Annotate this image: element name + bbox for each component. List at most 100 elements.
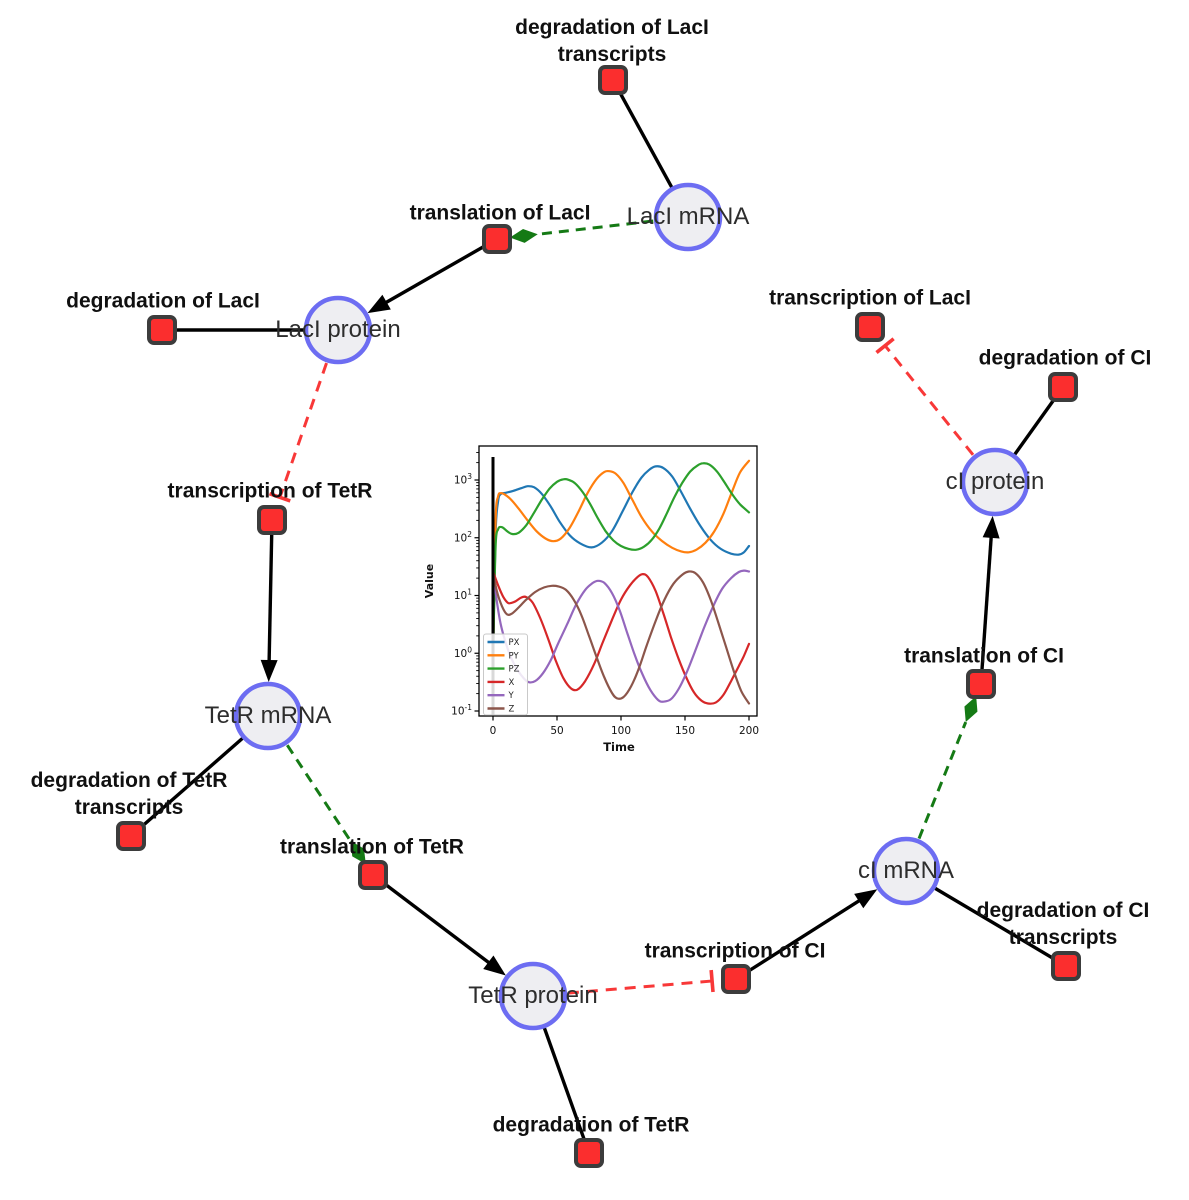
reaction-label-transcription-of-laci: transcription of LacI bbox=[769, 285, 971, 312]
series-Y bbox=[491, 569, 751, 703]
series-X bbox=[491, 570, 751, 705]
series-PY bbox=[492, 459, 751, 645]
arrowhead bbox=[367, 294, 391, 314]
reaction-node-translation-of-ci[interactable] bbox=[966, 669, 996, 699]
arrowhead bbox=[260, 659, 278, 683]
species-node-ci-protein[interactable] bbox=[960, 447, 1030, 517]
label-line: transcripts bbox=[557, 43, 667, 66]
reaction-label-degradation-of-ci-transcripts: degradation of CI transcripts bbox=[977, 897, 1150, 951]
label-line: degradation of LacI bbox=[515, 16, 709, 39]
inhibitor-bar bbox=[268, 492, 291, 503]
x-tick-label: 100 bbox=[611, 725, 631, 737]
label-line: cI protein bbox=[945, 468, 1045, 495]
y-axis: 10-1 100 101 102 103 Value bbox=[423, 451, 479, 718]
y-tick-label: 103 bbox=[454, 472, 472, 487]
edge-translation-of-tetr-to-tetr-protein bbox=[371, 873, 506, 976]
x-tick-label: 0 bbox=[490, 725, 497, 737]
reaction-label-translation-of-laci: translation of LacI bbox=[410, 200, 591, 227]
reaction-node-degradation-of-tetr-transcripts[interactable] bbox=[116, 821, 146, 851]
legend-label-Z: Z bbox=[509, 705, 515, 715]
y-tick-label: 10-1 bbox=[451, 703, 472, 718]
label-line: degradation of CI bbox=[978, 346, 1152, 370]
series-PX bbox=[492, 465, 751, 645]
edge-laci-mrna-to-degradation-of-laci-transcripts bbox=[611, 79, 674, 188]
species-node-laci-mrna[interactable] bbox=[653, 182, 723, 252]
label-line: TetR mRNA bbox=[204, 702, 332, 729]
inhibitor-bar bbox=[875, 337, 895, 354]
reaction-label-transcription-of-tetr: transcription of TetR bbox=[168, 478, 373, 505]
reaction-node-degradation-of-ci-transcripts[interactable] bbox=[1051, 951, 1081, 981]
reaction-label-degradation-of-laci-transcripts: degradation of LacI transcripts bbox=[515, 14, 709, 68]
species-label-laci-protein: LacI protein bbox=[275, 316, 400, 344]
label-line: translation of LacI bbox=[409, 201, 591, 225]
reaction-node-degradation-of-ci[interactable] bbox=[1048, 372, 1078, 402]
species-node-ci-mrna[interactable] bbox=[871, 836, 941, 906]
species-label-tetr-protein: TetR protein bbox=[468, 982, 597, 1010]
x-axis-title: Time bbox=[603, 740, 635, 754]
reaction-label-degradation-of-tetr: degradation of TetR bbox=[493, 1112, 690, 1139]
reaction-node-translation-of-tetr[interactable] bbox=[358, 860, 388, 890]
species-label-ci-protein: cI protein bbox=[946, 468, 1045, 496]
reaction-label-transcription-of-ci: transcription of CI bbox=[645, 938, 826, 965]
y-axis-title: Value bbox=[423, 564, 436, 598]
label-line: cI mRNA bbox=[858, 857, 954, 884]
reaction-node-degradation-of-laci[interactable] bbox=[147, 315, 177, 345]
edge-tetr-protein-to-degradation-of-tetr bbox=[542, 1027, 591, 1154]
arrowhead bbox=[982, 515, 1000, 539]
species-label-tetr-mrna: TetR mRNA bbox=[205, 702, 332, 730]
species-label-laci-mrna: LacI mRNA bbox=[627, 203, 750, 231]
edge-transcription-of-ci-to-ci-mrna bbox=[735, 889, 878, 981]
species-node-tetr-protein[interactable] bbox=[498, 961, 568, 1031]
edge-translation-of-laci-to-laci-protein bbox=[367, 237, 498, 314]
label-line: transcription of CI bbox=[644, 939, 826, 963]
y-tick-label: 102 bbox=[454, 530, 472, 545]
label-line: degradation of CI bbox=[976, 899, 1150, 922]
modifier-diamond bbox=[509, 228, 538, 243]
label-line: degradation of LacI bbox=[66, 289, 260, 313]
series-Z bbox=[491, 570, 751, 705]
reaction-label-translation-of-tetr: translation of TetR bbox=[280, 834, 464, 861]
legend-label-PY: PY bbox=[509, 651, 520, 661]
edge-tetr-mrna-to-degradation-of-tetr-transcripts bbox=[129, 737, 244, 838]
reaction-node-transcription-of-laci[interactable] bbox=[855, 312, 885, 342]
reaction-node-degradation-of-tetr[interactable] bbox=[574, 1138, 604, 1168]
label-line: transcripts bbox=[74, 796, 184, 819]
arrowhead bbox=[854, 889, 878, 909]
x-tick-label: 50 bbox=[550, 725, 563, 737]
reaction-node-translation-of-laci[interactable] bbox=[482, 224, 512, 254]
plot-frame bbox=[478, 445, 758, 717]
modifier-diamond bbox=[964, 696, 978, 723]
species-node-laci-protein[interactable] bbox=[303, 295, 373, 365]
reaction-node-transcription-of-ci[interactable] bbox=[721, 964, 751, 994]
species-node-tetr-mrna[interactable] bbox=[233, 681, 303, 751]
edge-laci-protein-to-transcription-of-tetr bbox=[268, 362, 328, 503]
edge-ci-mrna-to-degradation-of-ci-transcripts bbox=[934, 886, 1067, 968]
legend-label-X: X bbox=[509, 678, 515, 688]
legend-label-PX: PX bbox=[509, 638, 520, 648]
edge-laci-mrna-to-translation-of-laci bbox=[509, 219, 654, 243]
inhibitor-bar bbox=[709, 969, 715, 993]
reaction-node-degradation-of-laci-transcripts[interactable] bbox=[598, 65, 628, 95]
legend-label-PZ: PZ bbox=[509, 665, 520, 675]
edge-tetr-protein-to-transcription-of-ci bbox=[567, 969, 715, 995]
edge-tetr-mrna-to-translation-of-tetr bbox=[286, 744, 366, 865]
reaction-node-transcription-of-tetr[interactable] bbox=[257, 505, 287, 535]
label-line: LacI mRNA bbox=[626, 203, 750, 230]
chart-curves bbox=[491, 459, 751, 705]
edge-transcription-of-tetr-to-tetr-mrna bbox=[260, 519, 278, 683]
label-line: TetR protein bbox=[468, 982, 598, 1009]
x-tick-label: 150 bbox=[675, 725, 695, 737]
legend-label-Y: Y bbox=[508, 691, 515, 701]
label-line: transcripts bbox=[1008, 926, 1118, 949]
modifier-diamond bbox=[350, 840, 366, 865]
label-line: degradation of TetR bbox=[492, 1113, 690, 1137]
y-tick-label: 101 bbox=[454, 588, 472, 603]
inset-chart: 0 50 100 150 200Time10-1100101102103ValuePXP… bbox=[423, 445, 759, 754]
label-line: transcription of TetR bbox=[167, 479, 373, 503]
chart-legend: PX PY PZ XYZ bbox=[483, 633, 528, 716]
label-line: translation of CI bbox=[904, 644, 1064, 668]
reaction-label-degradation-of-ci: degradation of CI bbox=[979, 345, 1152, 372]
label-line: LacI protein bbox=[275, 316, 401, 343]
